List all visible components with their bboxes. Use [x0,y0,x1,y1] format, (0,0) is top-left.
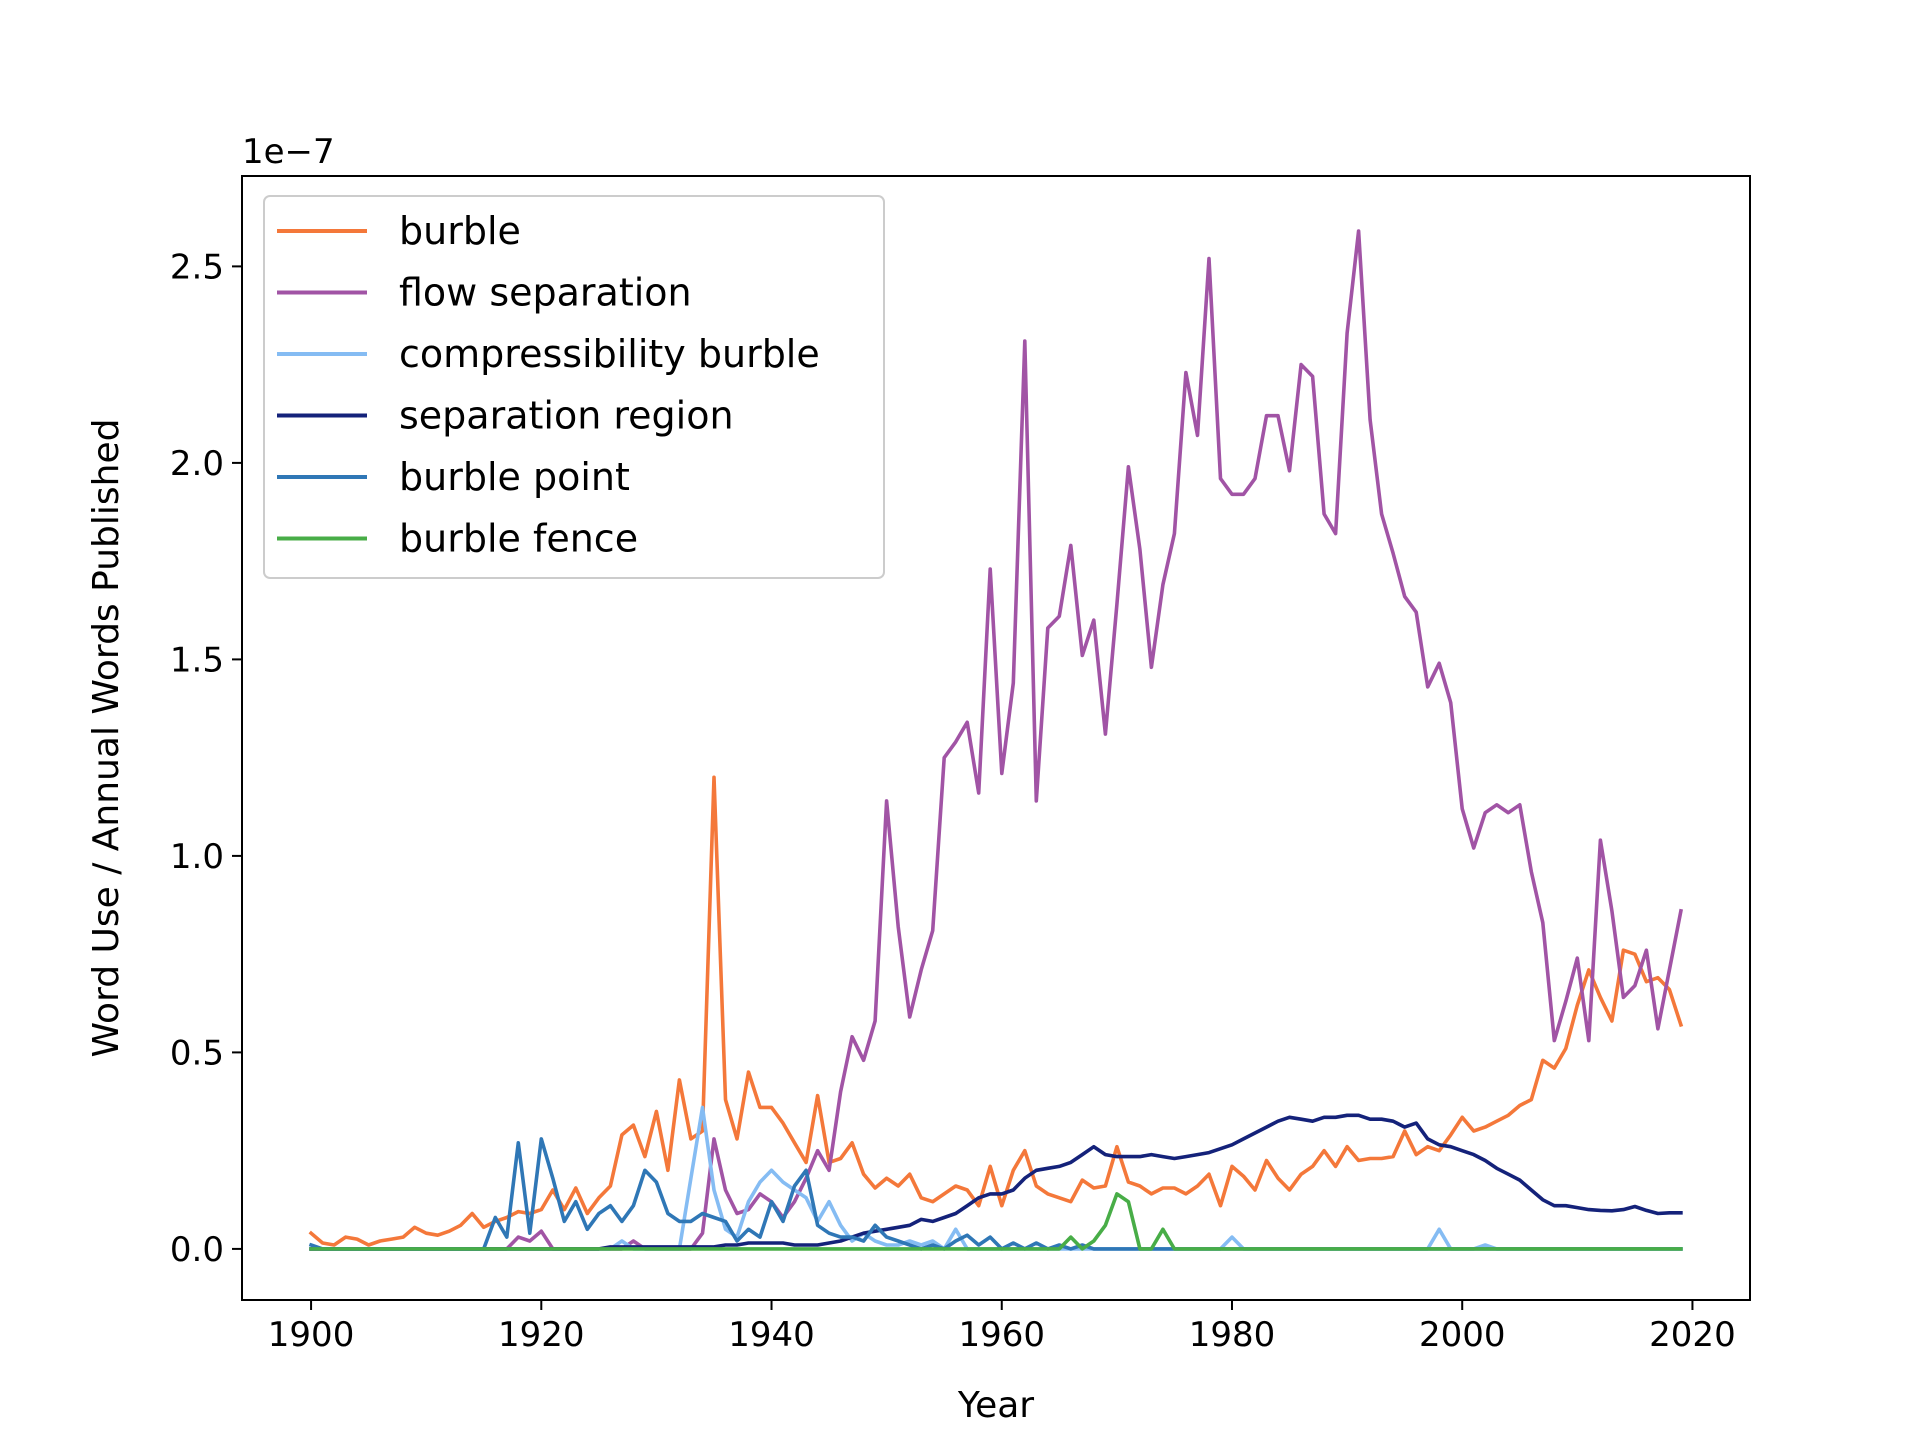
x-tick-label: 1960 [958,1315,1045,1355]
legend-label-flow-separation: flow separation [399,271,692,315]
x-axis: 1900 1920 1940 1960 1980 2000 2020 [268,1300,1736,1355]
y-tick-label: 2.0 [170,444,224,484]
x-tick-label: 1900 [268,1315,355,1355]
x-axis-label: Year [957,1385,1034,1426]
x-tick-label: 2000 [1419,1315,1506,1355]
y-tick-label: 2.5 [170,247,224,287]
legend-label-compressibility-burble: compressibility burble [399,332,820,376]
series-line-burble [308,775,1684,1247]
series-line-flow-separation [309,229,1684,1251]
legend-label-burble: burble [399,209,521,253]
x-tick-label: 1920 [498,1315,585,1355]
legend-label-separation-region: separation region [399,394,734,438]
legend-label-burble-point: burble point [399,455,630,499]
y-axis-label: Word Use / Annual Words Published [86,419,127,1058]
y-tick-label: 0.5 [170,1033,224,1073]
y-tick-label: 1.0 [170,837,224,877]
y-tick-label: 1.5 [170,640,224,680]
y-axis: 0.0 0.5 1.0 1.5 2.0 2.5 [170,247,242,1270]
y-tick-label: 0.0 [170,1230,224,1270]
legend-box [263,195,885,579]
legend-items: burble flow separation compressibility bur… [277,209,820,561]
x-tick-label: 2020 [1649,1315,1736,1355]
y-axis-offset-label: 1e−7 [242,132,335,172]
x-tick-label: 1940 [728,1315,815,1355]
legend-label-burble-fence: burble fence [399,517,638,561]
series-layer [308,229,1684,1251]
legend: burble flow separation compressibility bur… [263,195,885,579]
series-line-burble-fence [309,1192,1683,1251]
x-tick-label: 1980 [1189,1315,1276,1355]
plot-frame [241,175,1751,1301]
